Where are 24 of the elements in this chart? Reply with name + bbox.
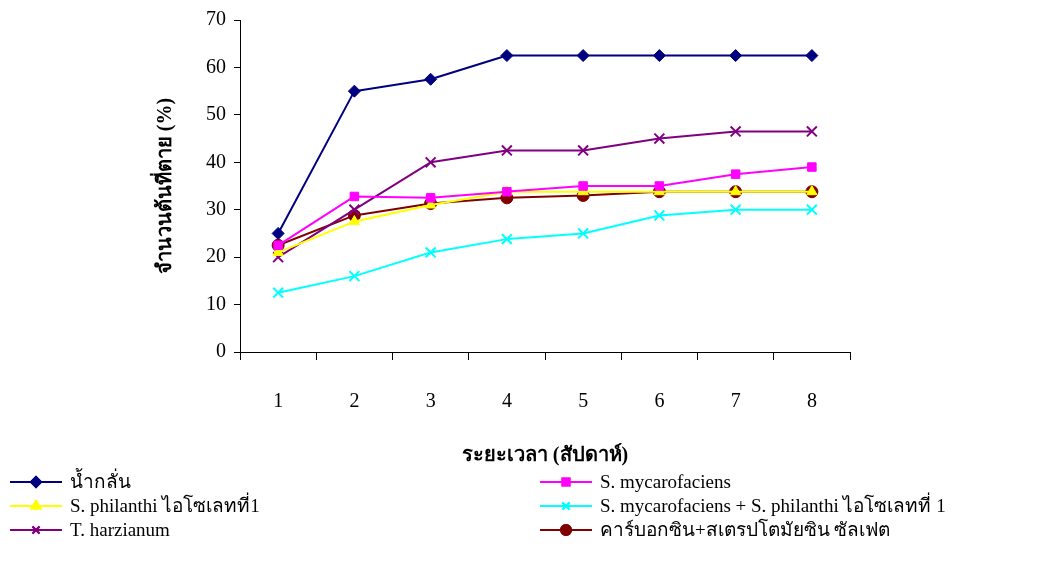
y-tick-label: 60 bbox=[206, 54, 226, 77]
x-tick-label: 2 bbox=[349, 389, 360, 412]
legend-label: T. harzianum bbox=[70, 518, 170, 542]
y-tick-label: 20 bbox=[206, 244, 226, 267]
y-tick-label: 30 bbox=[206, 196, 226, 219]
y-tick-label: 50 bbox=[206, 102, 226, 125]
y-axis-title: จำนวนต้นที่ตาย (%) bbox=[149, 97, 177, 275]
x-tick-label: 5 bbox=[578, 389, 589, 412]
x-tick-label: 4 bbox=[501, 389, 512, 412]
legend-label: S. mycarofaciens bbox=[600, 470, 731, 494]
y-tick-label: 40 bbox=[206, 149, 226, 172]
y-tick-label: 10 bbox=[206, 291, 226, 314]
x-tick-label: 7 bbox=[730, 389, 741, 412]
x-tick-label: 6 bbox=[654, 389, 665, 412]
legend-label: S. mycarofaciens + S. philanthi ไอโซเลทที่ 1 bbox=[600, 494, 946, 518]
legend-label: น้ำกลั่น bbox=[70, 470, 131, 494]
y-tick-label: 0 bbox=[216, 339, 226, 362]
x-axis-title: ระยะเวลา (สัปดาห์) bbox=[461, 443, 629, 467]
x-tick-label: 1 bbox=[273, 389, 284, 412]
legend-label: S. philanthi ไอโซเลทที่1 bbox=[70, 494, 260, 518]
x-tick-label: 8 bbox=[806, 389, 817, 412]
y-tick-label: 70 bbox=[206, 7, 226, 30]
x-tick-label: 3 bbox=[425, 389, 436, 412]
legend-label: คาร์บอกซิน+สเตรปโตมัยซิน ซัลเฟต bbox=[600, 518, 891, 542]
